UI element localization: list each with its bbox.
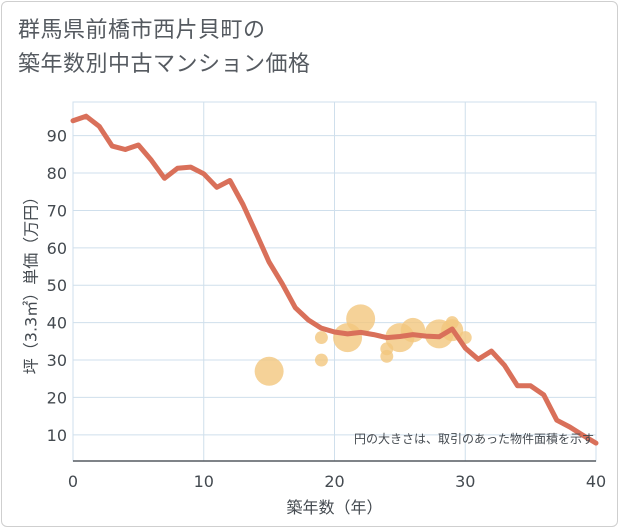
data-bubble — [380, 349, 394, 363]
y-tick-label: 30 — [47, 351, 67, 370]
series-lines — [70, 113, 599, 446]
data-bubble — [314, 353, 328, 367]
y-tick-label: 10 — [47, 426, 67, 445]
y-tick-labels: 10 20 30 40 50 60 70 80 90 — [47, 127, 67, 445]
data-bubble — [254, 356, 284, 386]
y-axis-label: 坪（3.3㎡）単価（万円） — [22, 189, 41, 374]
y-tick-label: 70 — [47, 201, 67, 220]
x-tick-label: 20 — [324, 472, 344, 491]
y-tick-label: 20 — [47, 388, 67, 407]
chart-title-line1: 群馬県前橋市西片貝町の — [18, 18, 266, 43]
y-tick-label: 50 — [47, 276, 67, 295]
grid-lines — [72, 101, 597, 462]
x-axis-label: 築年数（年） — [286, 498, 382, 517]
x-tick-label: 30 — [455, 472, 475, 491]
y-tick-label: 40 — [47, 314, 67, 333]
x-tick-labels: 0 10 20 30 40 — [68, 472, 606, 491]
data-bubble — [314, 331, 328, 345]
chart-title: 群馬県前橋市西片貝町の 築年数別中古マンション価格 — [18, 14, 311, 82]
y-tick-label: 80 — [47, 164, 67, 183]
bubbles — [254, 304, 472, 386]
x-tick-label: 10 — [194, 472, 214, 491]
y-tick-label: 60 — [47, 239, 67, 258]
y-tick-label: 90 — [47, 127, 67, 146]
x-tick-label: 40 — [586, 472, 606, 491]
x-tick-label: 0 — [68, 472, 78, 491]
data-bubble — [346, 304, 376, 334]
data-bubble — [445, 316, 459, 330]
series-line — [70, 113, 599, 446]
bubble-size-note: 円の大きさは、取引のあった物件面積を示す — [354, 431, 594, 446]
chart-title-line2: 築年数別中古マンション価格 — [18, 52, 311, 77]
data-bubble — [400, 317, 426, 343]
